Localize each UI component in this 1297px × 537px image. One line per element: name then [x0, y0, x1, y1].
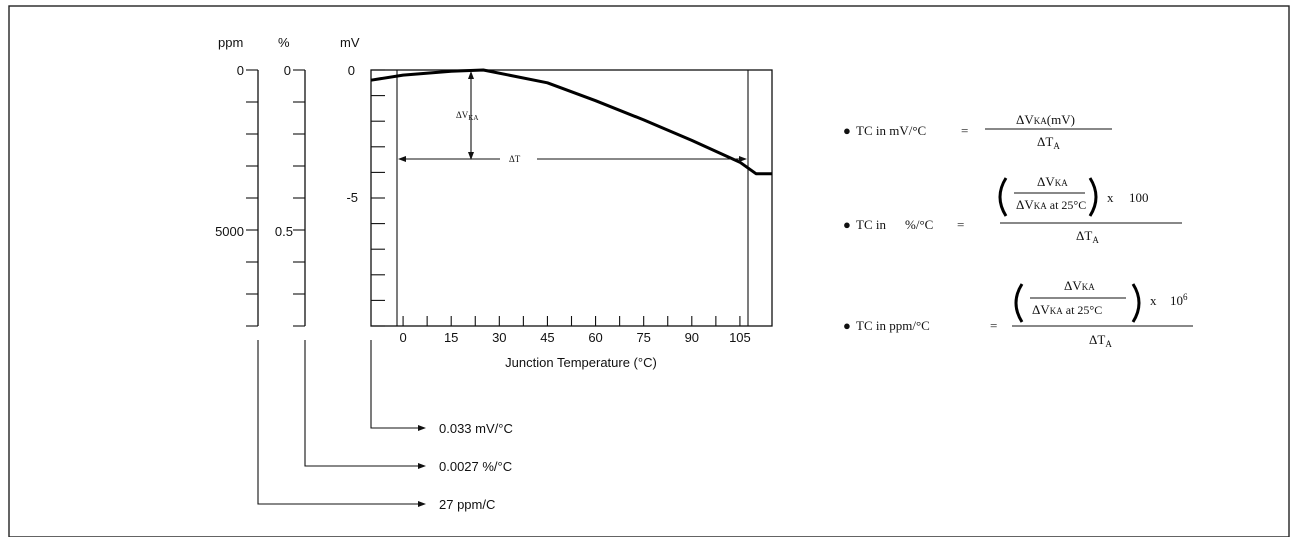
figure-frame [8, 5, 1290, 537]
formula-percent-label: TC in [856, 217, 886, 232]
formula-mv-label: TC in mV/°C [856, 123, 926, 138]
result-mv: 0.033 mV/°C [439, 421, 513, 436]
percent-scale: % 0 0.5 [275, 35, 306, 327]
formula-ppm-times: x [1150, 293, 1157, 308]
x-tick-label: 45 [540, 330, 554, 345]
formula-percent-bullet: ● [843, 217, 851, 232]
formula-percent-times: x [1107, 190, 1114, 205]
mv-unit-label: mV [340, 35, 360, 50]
formula-percent-inner-denominator: ΔVKA at 25°C [1016, 197, 1086, 212]
x-axis-label: Junction Temperature (°C) [505, 355, 657, 370]
x-tick-label: 90 [685, 330, 699, 345]
percent-unit-label: % [278, 35, 290, 50]
formula-ppm-bullet: ● [843, 318, 851, 333]
formula-ppm-inner-numerator: ΔVKA [1064, 278, 1095, 293]
delta-v-label: ΔVKA [456, 110, 478, 122]
x-tick-label: 0 [399, 330, 406, 345]
ppm-unit-label: ppm [218, 35, 243, 50]
ppm-scale: ppm 0 5000 [215, 35, 259, 327]
percent-label-0-5: 0.5 [275, 224, 293, 239]
x-tick-label: 75 [636, 330, 650, 345]
formula-mv-equals: = [961, 123, 968, 138]
percent-label-0: 0 [284, 63, 291, 78]
plot-area [370, 69, 773, 327]
delta-t-label: ΔT [509, 154, 521, 164]
formula-ppm-equals: = [990, 318, 997, 333]
x-tick-label: 30 [492, 330, 506, 345]
delta-v-arrowhead-top [468, 71, 474, 79]
delta-v-arrowhead-bottom [468, 152, 474, 160]
tc-chart: 0 15 30 45 60 75 90 105 Junction Temperature (°… [370, 68, 773, 370]
ppm-label-0: 0 [237, 63, 244, 78]
formula-percent: ● TC in %/°C = ΔVKA ΔVKA at 25°C x 100 ΔT… [843, 174, 1182, 245]
result-ppm: 27 ppm/C [439, 497, 495, 512]
formula-ppm: ● TC in ppm/°C = ΔVKA ΔVKA at 25°C x 106 … [843, 278, 1193, 349]
x-tick-label: 15 [444, 330, 458, 345]
formula-percent-equals: = [957, 217, 964, 232]
formula-ppm-denominator: ΔTA [1089, 332, 1112, 349]
ppm-label-5000: 5000 [215, 224, 244, 239]
formula-percent-denominator: ΔTA [1076, 228, 1099, 245]
result-percent: 0.0027 %/°C [439, 459, 512, 474]
delta-t-arrowhead-right [739, 156, 747, 162]
formula-ppm-inner-denominator: ΔVKA at 25°C [1032, 302, 1102, 317]
formula-mv-bullet: ● [843, 123, 851, 138]
mv-scale: mV 0 -5 [340, 35, 385, 327]
formula-percent-inner-numerator: ΔVKA [1037, 174, 1068, 189]
formula-ppm-factor: 106 [1170, 292, 1188, 308]
delta-t-arrowhead-left [398, 156, 406, 162]
tc-curve [370, 68, 772, 176]
mv-label-0: 0 [348, 63, 355, 78]
formula-ppm-label: TC in ppm/°C [856, 318, 930, 333]
formula-mv: ● TC in mV/°C = ΔVKA(mV) ΔTA [843, 112, 1112, 151]
mv-label-minus5: -5 [346, 190, 358, 205]
formula-percent-unit: %/°C [905, 217, 933, 232]
formula-percent-factor: 100 [1129, 190, 1149, 205]
formula-mv-numerator: ΔVKA(mV) [1016, 112, 1075, 127]
x-tick-label: 60 [588, 330, 602, 345]
x-tick-label: 105 [729, 330, 751, 345]
result-leaders: 0.033 mV/°C 0.0027 %/°C 27 ppm/C [257, 340, 513, 512]
formula-mv-denominator: ΔTA [1037, 134, 1060, 151]
